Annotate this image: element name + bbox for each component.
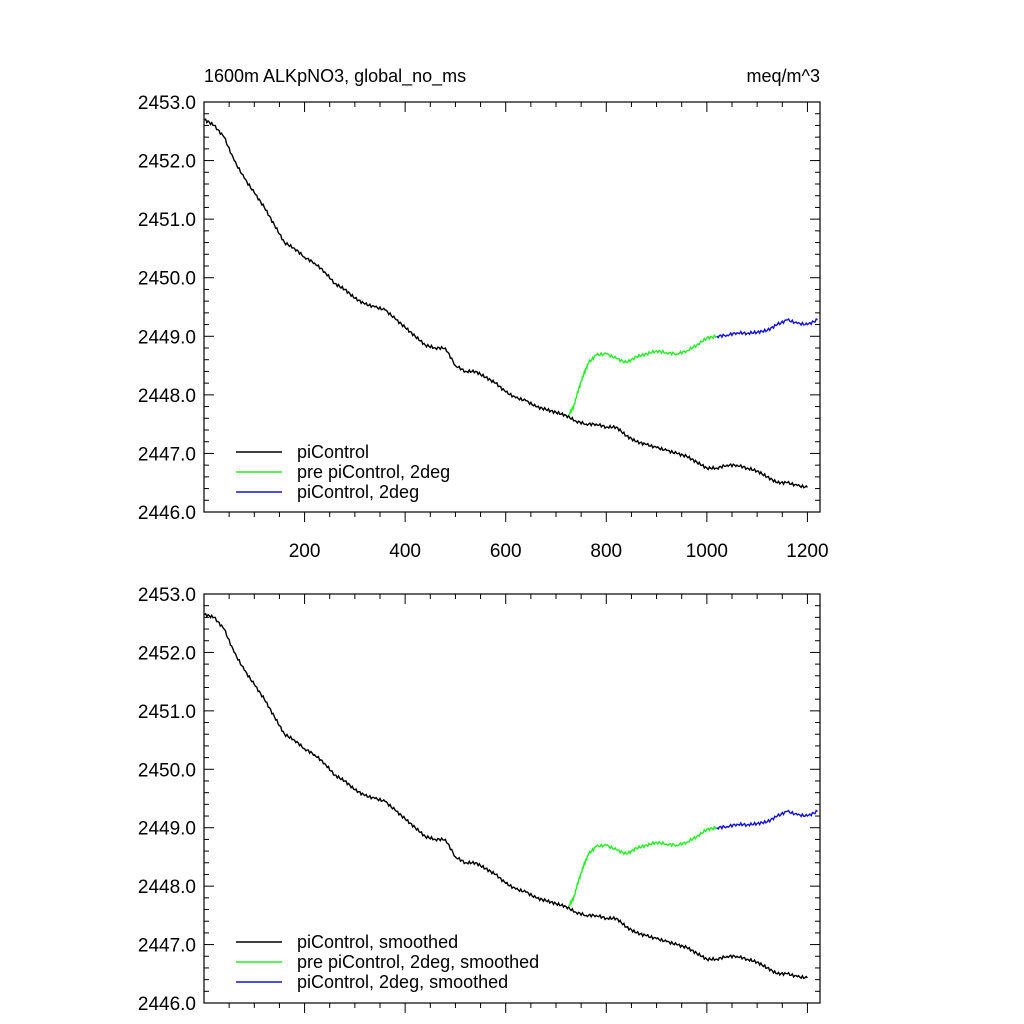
x-tick-label: 1000 bbox=[686, 541, 728, 562]
y-tick-label: 2451.0 bbox=[138, 210, 196, 231]
series-line-0 bbox=[204, 612, 808, 980]
x-tick-label: 1200 bbox=[786, 541, 828, 562]
plot-frame bbox=[203, 101, 821, 513]
chart-title-right: meq/m^3 bbox=[747, 66, 820, 86]
y-tick-label: 2449.0 bbox=[138, 819, 196, 840]
series-line-0 bbox=[204, 118, 808, 489]
x-tick-label: 400 bbox=[389, 541, 421, 562]
x-tick-label: 800 bbox=[590, 541, 622, 562]
y-tick-label: 2453.0 bbox=[138, 93, 196, 114]
y-tick-label: 2450.0 bbox=[138, 760, 196, 781]
chart-title-left: 1600m ALKpNO3, global_no_ms bbox=[204, 66, 466, 87]
legend-label: piControl, smoothed bbox=[297, 932, 458, 952]
top-panel: 2446.0 2447.0 2448.0 2449.0 2450.0 2451.0 2452… bbox=[138, 93, 829, 562]
y-tick-label: 2453.0 bbox=[138, 585, 196, 606]
y-tick-label: 2447.0 bbox=[138, 936, 196, 957]
legend-label: piControl, 2deg bbox=[297, 482, 419, 502]
legend-label: pre piControl, 2deg bbox=[297, 462, 450, 482]
series-line-2 bbox=[716, 317, 818, 339]
x-tick-label: 200 bbox=[289, 541, 321, 562]
x-tick-label: 600 bbox=[490, 541, 522, 562]
series-line-1 bbox=[568, 825, 718, 907]
y-tick-label: 2448.0 bbox=[138, 877, 196, 898]
legend-label: piControl bbox=[297, 442, 369, 462]
legend-label: piControl, 2deg, smoothed bbox=[297, 972, 508, 992]
y-tick-label: 2452.0 bbox=[138, 152, 196, 173]
y-tick-label: 2446.0 bbox=[138, 994, 196, 1015]
y-tick-label: 2450.0 bbox=[138, 269, 196, 290]
legend-label: pre piControl, 2deg, smoothed bbox=[297, 952, 539, 972]
series-line-2 bbox=[716, 809, 818, 831]
y-tick-label: 2446.0 bbox=[138, 503, 196, 524]
y-tick-label: 2451.0 bbox=[138, 702, 196, 723]
y-tick-label: 2447.0 bbox=[138, 444, 196, 465]
y-tick-label: 2449.0 bbox=[138, 327, 196, 348]
y-tick-label: 2452.0 bbox=[138, 643, 196, 664]
y-tick-label: 2448.0 bbox=[138, 386, 196, 407]
bottom-panel: 2446.0 2447.0 2448.0 2449.0 2450.0 2451.0 2452… bbox=[138, 585, 821, 1015]
series-line-1 bbox=[568, 333, 718, 416]
plot-frame bbox=[203, 593, 821, 1004]
